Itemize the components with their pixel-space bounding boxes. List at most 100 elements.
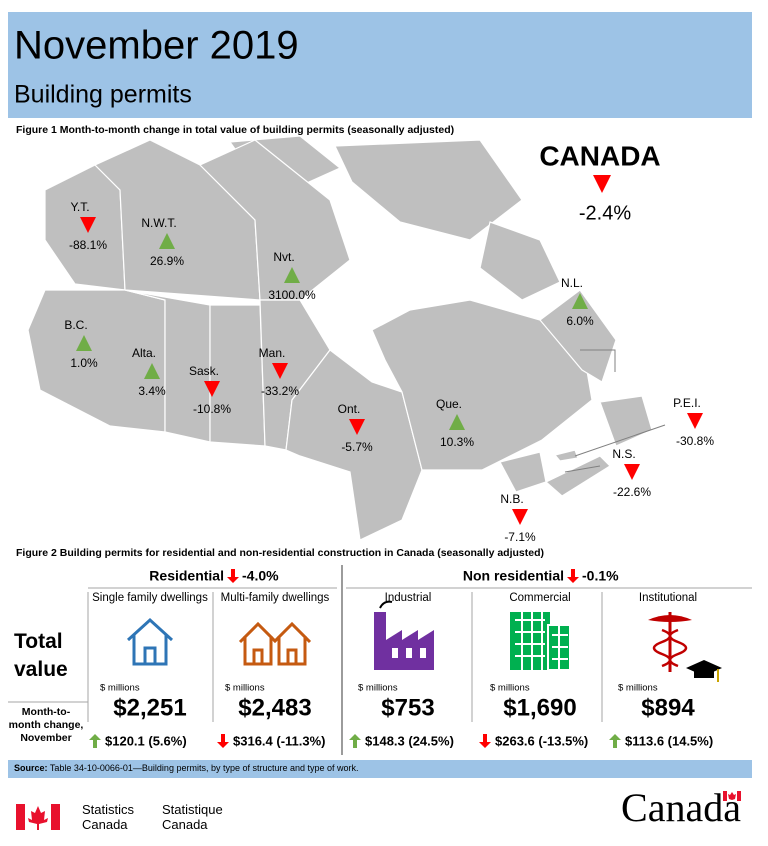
up-triangle [144,363,160,379]
region-change: -10.8% [193,402,231,416]
up-arrow [349,734,361,748]
region-label: Alta. [132,346,156,360]
building-icon [510,612,571,671]
region-change: -88.1% [69,238,107,252]
region-change: -33.2% [261,384,299,398]
region-change: 6.0% [566,314,594,328]
labrador [539,289,617,383]
nunavut [198,139,351,301]
down-triangle [593,175,611,193]
down-triangle [512,509,528,525]
region-label: Y.T. [70,200,89,214]
region-change: 26.9% [150,254,184,268]
region-change: 10.3% [440,435,474,449]
region-label: Man. [259,346,286,360]
region-label: P.E.I. [673,396,701,410]
prince-edward-island [553,449,579,462]
leader-line [564,465,601,473]
region-change: -30.8% [676,434,714,448]
total-value: $2,251 [113,694,186,721]
unit: $ millions [225,683,265,694]
map-labels: Y.T. -88.1% N.W.T. 26.9% Nvt. 3100.0% N.L. 6.0%… [64,140,714,544]
ontario [285,349,423,541]
header-band [8,12,752,118]
total-value: $2,483 [238,694,311,721]
monthly-change: $263.6 (-13.5%) [495,733,588,748]
column-name: Commercial [509,592,570,604]
down-arrow [479,734,491,748]
house-icon [126,617,174,666]
caduceus-icon [648,612,722,682]
region-change: 1.0% [70,356,98,370]
unit: $ millions [490,683,530,694]
canada-change: -2.4% [579,202,631,224]
unit: $ millions [618,683,658,694]
up-triangle [76,335,92,351]
nova-scotia [544,455,611,497]
group-change: -4.0% [242,568,279,584]
leader-lines [564,349,666,473]
region-label: N.B. [500,492,523,506]
unit: $ millions [358,683,398,694]
footer-fr: Statistique Canada [162,802,223,832]
monthly-change: $120.1 (5.6%) [105,733,187,748]
source-text: Table 34-10-0066-01—Building permits, by… [50,763,359,773]
row-label: Total value [14,630,68,681]
flag-logo [16,804,60,830]
source-label: Source: [14,763,48,773]
region-label: N.S. [612,447,635,461]
region-label: Sask. [189,364,219,378]
leader-line [574,424,666,457]
footer-en: Statistics Canada [82,802,135,832]
region-label: B.C. [64,318,87,332]
region-label: Que. [436,397,462,411]
quebec [371,299,593,471]
canada-label: CANADA [539,140,660,171]
down-triangle [272,363,288,379]
title: November 2019 [14,24,299,68]
factory-icon [374,600,434,670]
column-name: Single family dwellings [92,592,208,604]
total-value: $894 [641,694,695,721]
down-arrow [217,734,229,748]
region-label: N.L. [561,276,583,290]
region-label: Nvt. [273,250,294,264]
row-label: Month-to-month change, November [8,706,84,744]
up-triangle [284,267,300,283]
region-change: -7.1% [504,530,536,544]
total-value: $1,690 [503,694,576,721]
down-triangle [349,419,365,435]
region-change: -5.7% [341,440,373,454]
leader-line [580,349,616,372]
region-change: -22.6% [613,485,651,499]
region-label: N.W.T. [141,216,176,230]
up-arrow [609,734,621,748]
group-name: Residential [149,568,224,584]
group-change: -0.1% [582,568,619,584]
column-name: Institutional [639,592,697,604]
map [27,135,653,541]
column-name: Multi-family dwellings [221,592,330,604]
source: Source: Table 34-10-0066-01—Building per… [14,763,359,773]
down-triangle [204,381,220,397]
column-name: Industrial [385,592,432,604]
down-triangle [624,464,640,480]
baffin-island [479,221,561,301]
up-arrow [89,734,101,748]
total-value: $753 [381,694,434,721]
down-triangle [80,217,96,233]
figure-caption: Figure 1 Month-to-month change in total … [16,124,454,136]
wordmark: Canada [621,785,741,830]
up-triangle [449,414,465,430]
down-arrow [227,569,239,583]
alberta [124,289,211,443]
down-arrow [567,569,579,583]
monthly-change: $113.6 (14.5%) [625,733,713,748]
unit: $ millions [100,683,140,694]
region-change: 3.4% [138,384,166,398]
up-triangle [572,293,588,309]
monthly-change: $316.4 (-11.3%) [233,733,326,748]
source-band [8,760,752,778]
